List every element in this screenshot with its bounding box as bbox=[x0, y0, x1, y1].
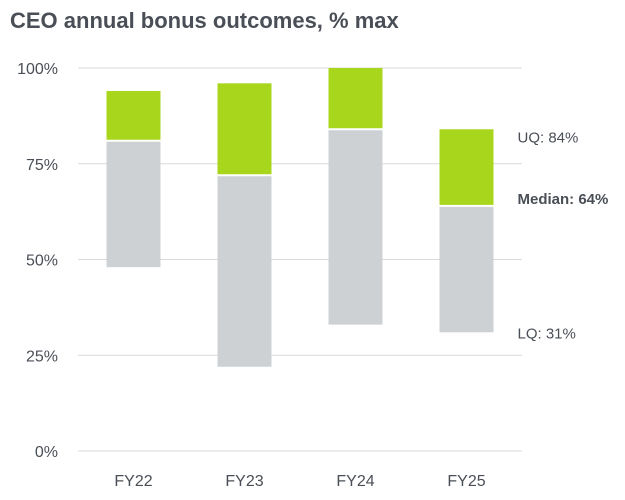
y-tick-label: 25% bbox=[26, 348, 58, 365]
bars bbox=[106, 68, 494, 367]
x-axis-labels: FY22 FY23 FY24 FY25 bbox=[114, 473, 485, 490]
bar-upper-fy23 bbox=[217, 83, 272, 176]
y-tick-label: 0% bbox=[35, 444, 58, 461]
y-tick-label: 50% bbox=[26, 253, 58, 270]
bar-lower-fy22 bbox=[106, 140, 161, 268]
bar-upper-fy25 bbox=[439, 129, 494, 206]
x-tick-label: FY22 bbox=[114, 473, 152, 490]
bar-upper-fy24 bbox=[328, 68, 383, 130]
annotations: UQ: 84% Median: 64% LQ: 31% bbox=[518, 129, 609, 342]
x-tick-label: FY25 bbox=[447, 473, 485, 490]
annotation-median: Median: 64% bbox=[518, 191, 609, 208]
x-tick-label: FY23 bbox=[225, 473, 263, 490]
annotation-lq: LQ: 31% bbox=[518, 325, 576, 342]
bar-lower-fy25 bbox=[439, 205, 494, 333]
y-tick-label: 100% bbox=[17, 61, 58, 78]
bar-lower-fy23 bbox=[217, 175, 272, 367]
annotation-uq: UQ: 84% bbox=[518, 129, 579, 146]
bar-lower-fy24 bbox=[328, 129, 383, 325]
bar-upper-fy22 bbox=[106, 90, 161, 141]
x-tick-label: FY24 bbox=[336, 473, 374, 490]
chart-title: CEO annual bonus outcomes, % max bbox=[10, 8, 399, 33]
y-tick-label: 75% bbox=[26, 157, 58, 174]
y-axis-labels: 0% 25% 50% 75% 100% bbox=[17, 61, 58, 461]
